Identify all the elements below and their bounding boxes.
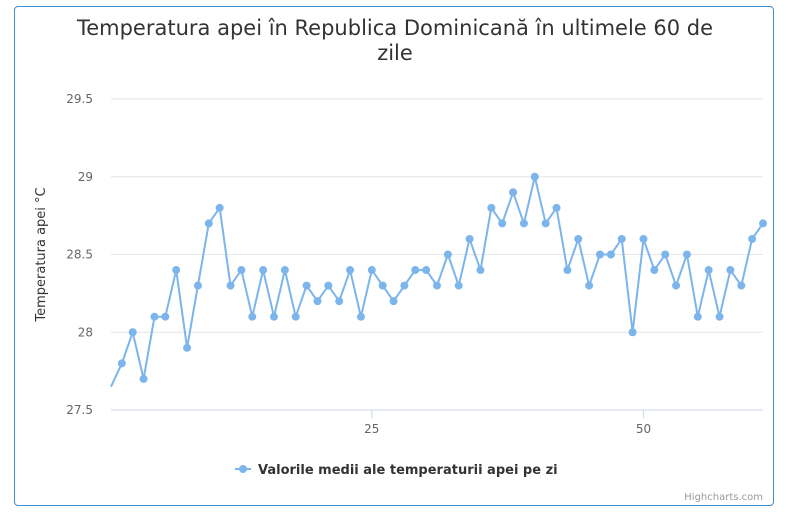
data-point[interactable]: [226, 281, 235, 290]
data-point[interactable]: [443, 250, 452, 259]
data-point[interactable]: [128, 328, 137, 337]
data-point[interactable]: [117, 359, 126, 368]
data-point[interactable]: [639, 234, 648, 243]
data-point[interactable]: [552, 203, 561, 212]
data-point[interactable]: [682, 250, 691, 259]
data-point[interactable]: [672, 281, 681, 290]
chart-svg: Temperatura apei în Republica Dominicană…: [34, 16, 767, 503]
data-point[interactable]: [335, 297, 344, 306]
data-point[interactable]: [215, 203, 224, 212]
chart-title-line-2: zile: [377, 41, 413, 65]
data-point[interactable]: [661, 250, 670, 259]
y-tick-label: 27.5: [66, 403, 93, 417]
data-point[interactable]: [498, 219, 507, 228]
chart-container: Temperatura apei în Republica Dominicană…: [14, 6, 774, 506]
data-point[interactable]: [737, 281, 746, 290]
y-tick-label: 28: [78, 325, 93, 339]
y-tick-label: 28.5: [66, 248, 93, 262]
data-point[interactable]: [280, 266, 289, 275]
data-point[interactable]: [650, 266, 659, 275]
data-point[interactable]: [367, 266, 376, 275]
data-point[interactable]: [704, 266, 713, 275]
data-point[interactable]: [291, 312, 300, 321]
data-point[interactable]: [596, 250, 604, 259]
data-point[interactable]: [172, 266, 181, 275]
data-point[interactable]: [302, 281, 311, 290]
data-point[interactable]: [150, 312, 159, 321]
data-point[interactable]: [378, 281, 387, 290]
y-axis-label: Temperatura apei °C: [34, 187, 49, 322]
data-point[interactable]: [476, 266, 485, 275]
data-point[interactable]: [313, 297, 322, 306]
data-point[interactable]: [139, 374, 148, 383]
data-point[interactable]: [237, 266, 246, 275]
y-axis-ticks: 27.5 28 28.5 29 29.5: [66, 92, 93, 417]
data-point[interactable]: [161, 312, 170, 321]
series-group: [110, 172, 767, 388]
credits-link[interactable]: Highcharts.com: [684, 492, 763, 503]
data-point[interactable]: [411, 266, 420, 275]
data-point[interactable]: [748, 234, 757, 243]
data-point[interactable]: [715, 312, 724, 321]
data-point[interactable]: [389, 297, 398, 306]
data-point[interactable]: [628, 328, 637, 337]
data-point[interactable]: [324, 281, 333, 290]
data-point[interactable]: [617, 234, 626, 243]
data-point[interactable]: [346, 266, 355, 275]
data-point[interactable]: [726, 266, 735, 275]
y-tick-label: 29: [78, 170, 93, 184]
data-point[interactable]: [487, 203, 496, 212]
data-point[interactable]: [400, 281, 409, 290]
data-point[interactable]: [270, 312, 278, 321]
data-point[interactable]: [574, 234, 583, 243]
x-tick-label: 25: [364, 422, 379, 436]
data-point[interactable]: [759, 219, 767, 228]
legend-label[interactable]: Valorile medii ale temperaturii apei pe …: [258, 463, 558, 478]
data-point[interactable]: [693, 312, 702, 321]
data-point[interactable]: [259, 266, 268, 275]
x-tick-label: 50: [636, 422, 651, 436]
data-point[interactable]: [585, 281, 594, 290]
y-tick-label: 29.5: [66, 92, 93, 106]
data-point[interactable]: [519, 219, 528, 228]
data-point[interactable]: [454, 281, 463, 290]
data-point[interactable]: [465, 234, 474, 243]
data-point[interactable]: [563, 266, 572, 275]
data-point[interactable]: [433, 281, 441, 290]
data-point[interactable]: [204, 219, 213, 228]
chart-title-line-1: Temperatura apei în Republica Dominicană…: [76, 16, 713, 40]
data-point[interactable]: [422, 266, 431, 275]
data-point[interactable]: [530, 172, 539, 181]
data-point[interactable]: [248, 312, 257, 321]
data-point[interactable]: [193, 281, 202, 290]
legend[interactable]: Valorile medii ale temperaturii apei pe …: [235, 463, 558, 478]
data-point[interactable]: [541, 219, 550, 228]
x-axis-ticks: 25 50: [364, 410, 651, 436]
data-point[interactable]: [509, 188, 518, 197]
data-point[interactable]: [183, 343, 192, 352]
legend-marker: [239, 465, 247, 473]
data-point[interactable]: [606, 250, 615, 259]
data-point[interactable]: [356, 312, 365, 321]
